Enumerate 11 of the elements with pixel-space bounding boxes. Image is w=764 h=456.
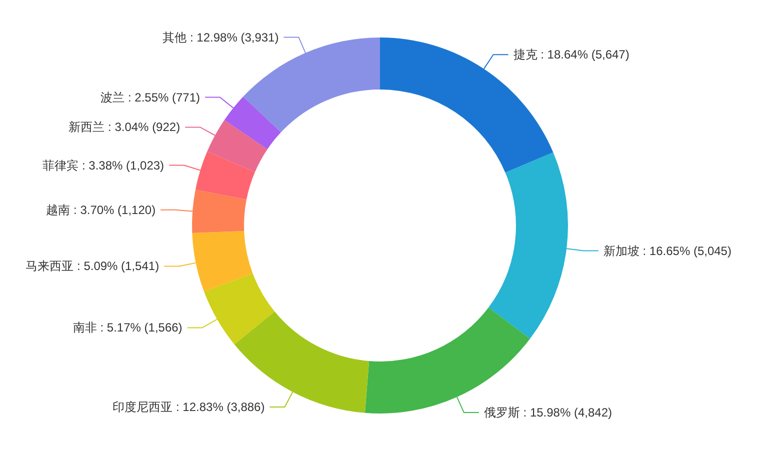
slice-label: 越南 : 3.70% (1,120) (46, 202, 156, 217)
slice-label: 新加坡 : 16.65% (5,045) (603, 244, 732, 258)
slice-label: 印度尼西亚 : 12.83% (3,886) (112, 400, 265, 414)
slice-label: 波兰 : 2.55% (771) (100, 90, 200, 104)
slice-label: 新西兰 : 3.04% (922) (68, 120, 180, 134)
slice-label: 南非 : 5.17% (1,566) (72, 320, 182, 335)
slice-label: 马来西亚 : 5.09% (1,541) (26, 259, 160, 274)
slice-label: 捷克 : 18.64% (5,647) (513, 48, 630, 62)
slice-label: 菲律宾 : 3.38% (1,023) (42, 158, 164, 172)
slice-label: 俄罗斯 : 15.98% (4,842) (484, 406, 612, 420)
slice-label: 其他 : 12.98% (3,931) (162, 30, 279, 44)
